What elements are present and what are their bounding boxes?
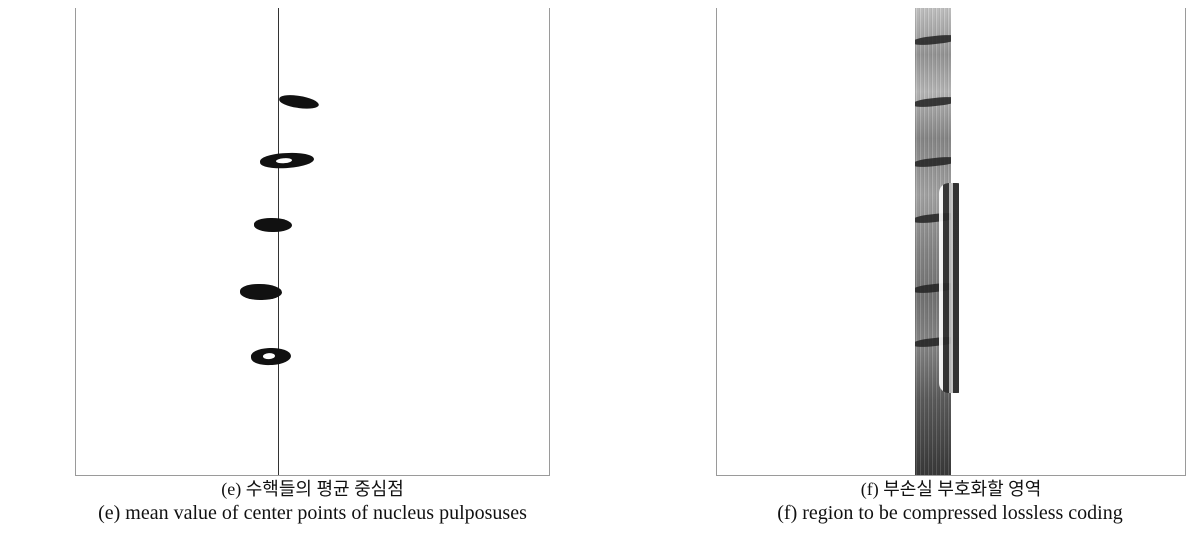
nucleus-blob-3 [254, 218, 292, 232]
panel-f-lossless-region [716, 8, 1186, 476]
panel-e-center-points [75, 8, 550, 476]
nucleus-blob-5 [250, 346, 292, 367]
caption-e-english: (e) mean value of center points of nucle… [98, 502, 527, 524]
nucleus-blob-2 [259, 151, 315, 170]
nucleus-blob-4 [240, 284, 282, 300]
spinal-cord-region [939, 183, 967, 393]
caption-f-english: (f) region to be compressed lossless cod… [777, 502, 1123, 524]
caption-f-korean: (f) 부손실 부호화할 영역 [860, 479, 1042, 499]
nucleus-blob-1 [278, 93, 320, 111]
center-line [278, 8, 279, 475]
caption-e-korean: (e) 수핵들의 평균 중심점 [221, 479, 404, 499]
